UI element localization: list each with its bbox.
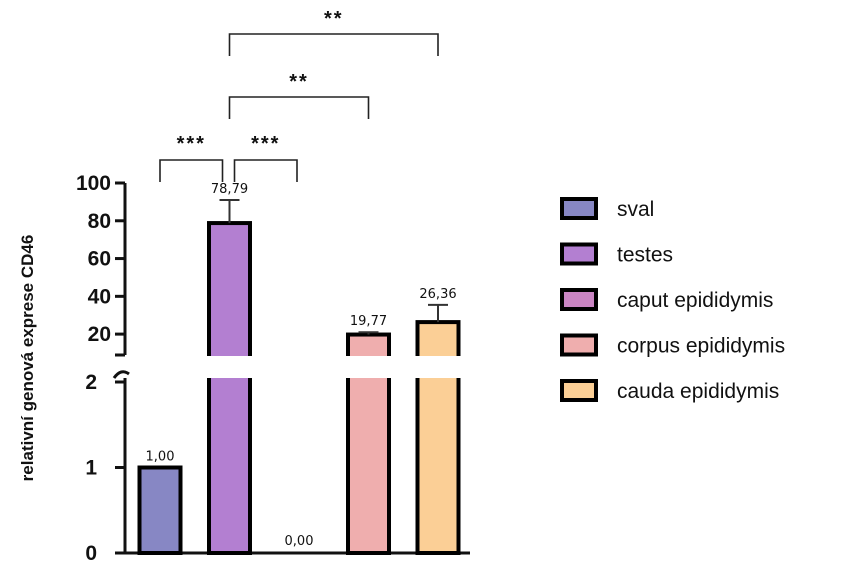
legend-swatch xyxy=(560,242,598,266)
axis-break-mark-lower xyxy=(112,370,130,379)
significance-label: *** xyxy=(251,133,280,155)
legend-swatch xyxy=(560,288,598,311)
data-label: 26,36 xyxy=(419,287,456,302)
legend-label: corpus epididymis xyxy=(617,335,785,358)
legend-label: cauda epididymis xyxy=(617,380,779,403)
legend-label: caput epididymis xyxy=(617,289,773,312)
y-tick-label: 40 xyxy=(88,285,111,308)
legend-swatch xyxy=(560,379,598,402)
significance-bracket xyxy=(228,96,370,119)
y-tick-label: 2 xyxy=(85,371,97,394)
bar-break-gap xyxy=(205,356,254,378)
axes: 0 1 2 20 40 60 80 100 xyxy=(76,172,470,565)
significance-label: *** xyxy=(177,133,206,155)
y-tick-label: 1 xyxy=(85,457,97,480)
data-label: 0,00 xyxy=(285,534,314,549)
legend-swatch xyxy=(560,333,598,357)
data-label: 78,79 xyxy=(211,182,248,197)
y-tick-label: 20 xyxy=(88,323,111,346)
legend: sval testes caput epididymis corpus epididy… xyxy=(560,197,785,403)
y-tick-label: 60 xyxy=(88,248,111,271)
significance-brackets: *** ******* xyxy=(159,8,439,182)
bar-sval xyxy=(137,465,183,555)
significance-label: ** xyxy=(324,8,344,30)
bar-break-gap xyxy=(344,356,393,378)
y-tick-label: 80 xyxy=(88,210,111,233)
legend-swatch xyxy=(560,197,598,220)
significance-bracket xyxy=(228,33,439,56)
y-tick-label: 0 xyxy=(85,542,97,565)
significance-bracket xyxy=(233,159,298,182)
bars: 1,00 78,79 0,00 19,77 26,36 xyxy=(137,182,463,556)
bar-break-gap xyxy=(413,356,463,378)
legend-label: sval xyxy=(617,198,654,221)
bar-testes xyxy=(207,221,252,556)
significance-label: ** xyxy=(289,71,309,93)
y-tick-label: 100 xyxy=(76,172,111,195)
y-axis-label: relativní genová exprese CD46 xyxy=(18,235,37,482)
data-label: 19,77 xyxy=(350,314,387,329)
data-label: 1,00 xyxy=(146,450,175,465)
significance-bracket xyxy=(159,159,224,182)
legend-label: testes xyxy=(617,244,673,267)
